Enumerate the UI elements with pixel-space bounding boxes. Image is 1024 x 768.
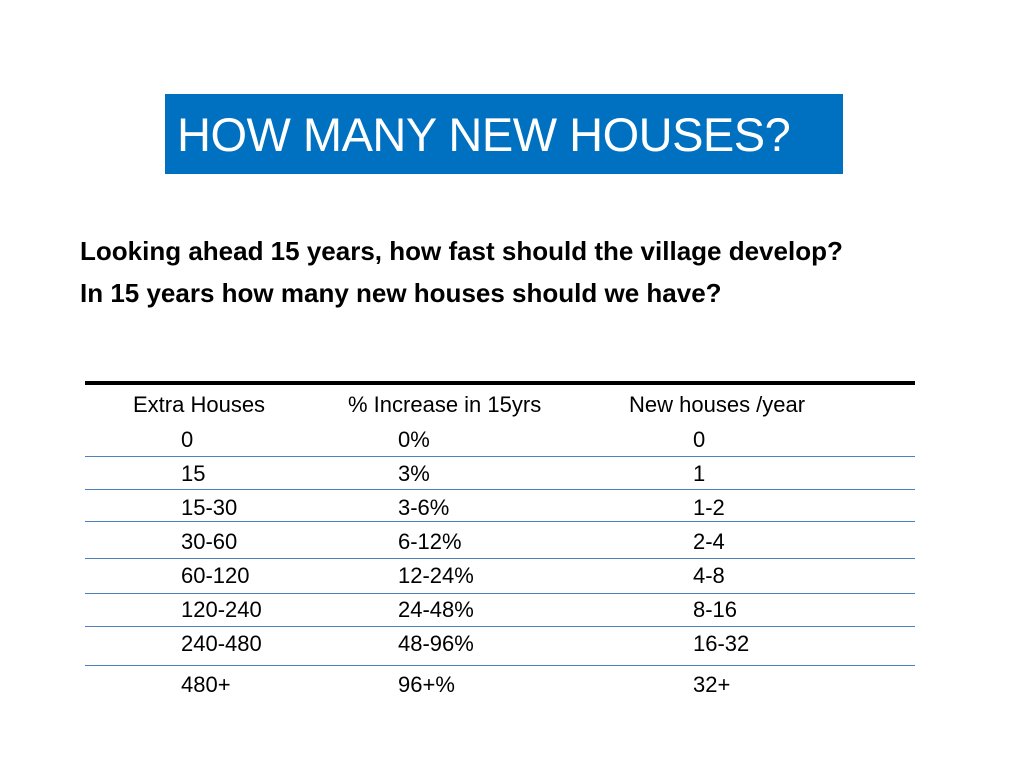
cell-extra-houses: 120-240 xyxy=(181,597,262,622)
row-divider xyxy=(85,558,915,559)
cell-extra-houses: 240-480 xyxy=(181,631,262,656)
intro-line-2: In 15 years how many new houses should w… xyxy=(80,278,722,308)
cell-percent-increase: 3-6% xyxy=(398,495,450,520)
cell-percent-increase: 12-24% xyxy=(398,563,474,588)
cell-new-houses-per-year: 4-8 xyxy=(693,563,725,588)
row-divider xyxy=(85,521,915,522)
cell-percent-increase: 96+% xyxy=(398,672,455,697)
row-divider xyxy=(85,665,915,666)
cell-extra-houses: 480+ xyxy=(181,672,231,697)
cell-percent-increase: 0% xyxy=(398,427,430,452)
cell-percent-increase: 6-12% xyxy=(398,529,462,554)
cell-percent-increase: 48-96% xyxy=(398,631,474,656)
cell-new-houses-per-year: 1-2 xyxy=(693,495,725,520)
table-row: 30-60 6-12% 2-4 xyxy=(0,529,1024,559)
table-row: 480+ 96+% 32+ xyxy=(0,672,1024,702)
row-divider xyxy=(85,593,915,594)
table-row: 15 3% 1 xyxy=(0,461,1024,491)
row-divider xyxy=(85,456,915,457)
header-new-houses-per-year: New houses /year xyxy=(629,392,806,417)
cell-new-houses-per-year: 32+ xyxy=(693,672,731,697)
cell-new-houses-per-year: 1 xyxy=(693,461,706,486)
cell-extra-houses: 60-120 xyxy=(181,563,250,588)
table-row: 240-480 48-96% 16-32 xyxy=(0,631,1024,661)
cell-new-houses-per-year: 16-32 xyxy=(693,631,750,656)
row-divider xyxy=(85,489,915,490)
cell-extra-houses: 0 xyxy=(181,427,194,452)
table-row: 15-30 3-6% 1-2 xyxy=(0,495,1024,525)
intro-text: Looking ahead 15 years, how fast should … xyxy=(80,230,843,314)
cell-extra-houses: 15 xyxy=(181,461,206,486)
header-extra-houses: Extra Houses xyxy=(133,392,266,417)
table-row: 120-240 24-48% 8-16 xyxy=(0,597,1024,627)
row-divider xyxy=(85,626,915,627)
cell-extra-houses: 15-30 xyxy=(181,495,238,520)
title-banner: HOW MANY NEW HOUSES? xyxy=(165,94,843,174)
slide-title: HOW MANY NEW HOUSES? xyxy=(177,107,791,161)
cell-new-houses-per-year: 0 xyxy=(693,427,706,452)
header-percent-increase: % Increase in 15yrs xyxy=(348,392,542,417)
table-row: 0 0% 0 xyxy=(0,427,1024,457)
cell-percent-increase: 3% xyxy=(398,461,430,486)
table-row: 60-120 12-24% 4-8 xyxy=(0,563,1024,593)
cell-extra-houses: 30-60 xyxy=(181,529,238,554)
cell-new-houses-per-year: 8-16 xyxy=(693,597,738,622)
cell-percent-increase: 24-48% xyxy=(398,597,474,622)
intro-line-1: Looking ahead 15 years, how fast should … xyxy=(80,236,843,266)
table-top-rule xyxy=(85,381,915,385)
cell-new-houses-per-year: 2-4 xyxy=(693,529,725,554)
